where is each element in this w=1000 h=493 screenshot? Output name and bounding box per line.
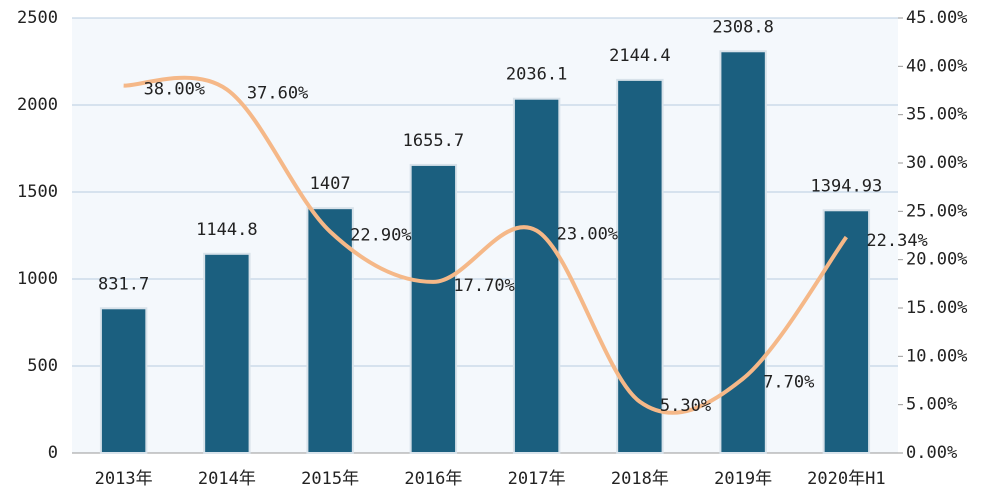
x-tick-label: 2019年 xyxy=(714,469,772,489)
y2-tick-label: 15.00% xyxy=(906,298,967,318)
bar xyxy=(99,307,148,455)
bar-value-label: 1144.8 xyxy=(196,220,257,240)
line-value-label: 7.70% xyxy=(763,373,814,393)
bar-value-label: 2144.4 xyxy=(609,46,670,66)
line xyxy=(123,75,848,415)
bar xyxy=(512,97,561,454)
y2-tick-label: 25.00% xyxy=(906,201,967,221)
line-value-label: 17.70% xyxy=(453,276,514,296)
bar-value-label: 1394.93 xyxy=(811,176,883,196)
line-value-label: 22.34% xyxy=(866,231,927,251)
line-value-label: 37.60% xyxy=(247,84,308,104)
y2-tick-label: 45.00% xyxy=(906,8,967,28)
x-tick-label: 2020年H1 xyxy=(807,469,885,489)
bar-value-label: 831.7 xyxy=(98,274,149,294)
y2-tick-label: 0.00% xyxy=(906,443,957,463)
line-value-label: 23.00% xyxy=(557,225,618,245)
bar xyxy=(203,252,251,454)
line-value-label: 5.30% xyxy=(660,396,711,416)
y-tick-label: 0 xyxy=(48,443,58,463)
bar-value-label: 1655.7 xyxy=(403,131,464,151)
x-tick-label: 2015年 xyxy=(301,469,359,489)
line-value-label: 38.00% xyxy=(144,80,205,100)
y-tick-label: 500 xyxy=(27,356,58,376)
y2-tick-label: 35.00% xyxy=(906,105,967,125)
bar xyxy=(616,78,664,455)
bar xyxy=(719,50,767,454)
line-value-label: 22.90% xyxy=(350,226,411,246)
y-tick-label: 1500 xyxy=(17,182,58,202)
y-tick-label: 2500 xyxy=(17,8,58,28)
bar xyxy=(409,163,458,454)
bar-value-label: 2308.8 xyxy=(712,17,773,37)
bar xyxy=(306,207,354,454)
x-tick-label: 2014年 xyxy=(198,469,256,489)
bar-value-label: 2036.1 xyxy=(506,65,567,85)
y2-tick-label: 20.00% xyxy=(906,250,967,270)
bar-value-label: 1407 xyxy=(310,174,351,194)
y2-tick-label: 40.00% xyxy=(906,56,967,76)
x-tick-label: 2013年 xyxy=(95,469,153,489)
y-tick-label: 1000 xyxy=(17,269,58,289)
y2-tick-label: 10.00% xyxy=(906,346,967,366)
x-tick-label: 2016年 xyxy=(404,469,462,489)
x-tick-label: 2018年 xyxy=(611,469,669,489)
y-tick-label: 2000 xyxy=(17,95,58,115)
y2-tick-label: 30.00% xyxy=(906,153,967,173)
bar xyxy=(822,209,871,454)
y2-tick-label: 5.00% xyxy=(906,395,957,415)
x-tick-label: 2017年 xyxy=(508,469,566,489)
